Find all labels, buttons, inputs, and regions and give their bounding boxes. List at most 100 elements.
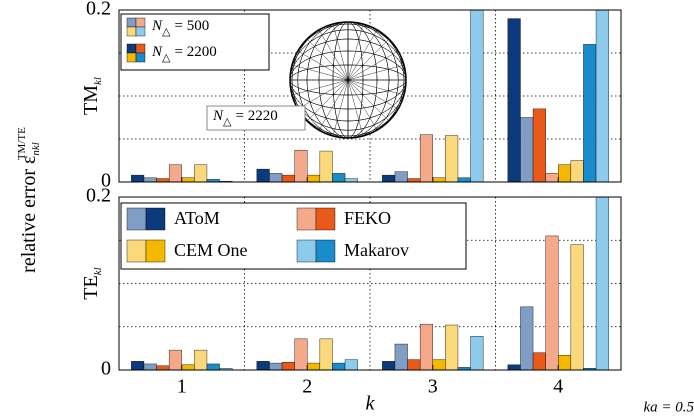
bar [157, 179, 170, 182]
bar [546, 236, 559, 370]
sphere-label-text: = 2220 [235, 108, 277, 124]
bar [558, 165, 571, 182]
bar [408, 360, 421, 370]
bar [295, 150, 308, 182]
legend-label: Makarov [344, 240, 409, 260]
bar [320, 151, 333, 182]
bar [144, 364, 157, 370]
sphere-mesh [290, 22, 406, 138]
legend-swatch [127, 44, 136, 53]
legend-swatch [316, 240, 335, 262]
bar [382, 361, 395, 370]
bar [533, 353, 546, 370]
bar [269, 173, 282, 182]
bar [307, 175, 320, 182]
bar [471, 0, 484, 182]
legend-swatch [316, 208, 335, 230]
bar [131, 175, 144, 182]
bar [533, 109, 546, 182]
panel-label-sub: kl [92, 267, 104, 275]
bar [144, 178, 157, 182]
bar [583, 44, 596, 182]
legend-swatch [136, 53, 145, 62]
panel-label-sub: kl [92, 77, 104, 85]
chart: relative error εnklTM/TE k ka = 0.5 0 0.2… [0, 0, 694, 417]
bar [395, 172, 408, 182]
y-tick-label: 0 [101, 358, 111, 380]
legend-swatch [146, 240, 165, 262]
bar [345, 179, 358, 182]
x-axis-label: k [366, 393, 376, 415]
bar [320, 339, 333, 370]
legend-label-text: = 500 [174, 18, 209, 34]
bar [520, 118, 533, 183]
bar [458, 178, 471, 182]
sphere-label-sub: △ [223, 116, 232, 128]
y-tick-label: 0.2 [86, 0, 111, 20]
annotation: ka = 0.5 [643, 399, 694, 415]
bar [131, 361, 144, 370]
bar [433, 360, 446, 370]
bar [157, 366, 170, 370]
legend-label-sub: △ [162, 52, 171, 64]
legend-swatch [127, 18, 136, 27]
bar [332, 173, 345, 182]
bar [445, 325, 458, 370]
panel-label-text: TM [80, 85, 102, 115]
legend-swatch [127, 208, 146, 230]
x-tick-label: 2 [302, 376, 312, 398]
y-tick-label: 0.2 [86, 185, 111, 207]
bar [295, 339, 308, 370]
bar [169, 350, 182, 370]
legend-swatch [136, 18, 145, 27]
bar [307, 363, 320, 370]
legend-swatch [136, 27, 145, 36]
legend-swatch [127, 27, 136, 36]
x-tick-label: 3 [428, 376, 438, 398]
bar [169, 165, 182, 182]
bar [257, 361, 270, 370]
y-axis-label: relative error εnklTM/TE [16, 127, 42, 273]
bar [508, 365, 521, 370]
bar [433, 178, 446, 182]
bar [596, 0, 609, 182]
legend-swatch [127, 53, 136, 62]
legend-label-sub: △ [162, 26, 171, 38]
x-tick-label: 4 [553, 376, 563, 398]
x-tick-label: 1 [177, 376, 187, 398]
legend-swatch [127, 240, 146, 262]
bar [382, 175, 395, 182]
bar [182, 178, 195, 182]
legend-swatch [146, 208, 165, 230]
bar [345, 360, 358, 370]
bar [520, 307, 533, 370]
bar [269, 363, 282, 370]
bar [471, 336, 484, 370]
legend-label: CEM One [174, 240, 248, 260]
legend-swatch [297, 240, 316, 262]
panel-label: TEkl [80, 267, 104, 299]
bar [194, 350, 207, 370]
bar [194, 165, 207, 182]
bar [571, 245, 584, 370]
panel-label: TMkl [80, 77, 104, 115]
legend-box [121, 203, 466, 269]
bar [408, 179, 421, 182]
bar [332, 363, 345, 370]
legend-label: AToM [174, 208, 220, 228]
bar [571, 161, 584, 183]
bar [596, 154, 609, 370]
bar [395, 344, 408, 370]
bar [508, 19, 521, 182]
bar [257, 169, 270, 182]
legend-swatch [297, 208, 316, 230]
bar [182, 365, 195, 370]
bar [282, 362, 295, 370]
bar [207, 364, 220, 370]
legend-swatch [136, 44, 145, 53]
bar [282, 175, 295, 182]
bar [420, 135, 433, 182]
bar [546, 173, 559, 182]
bar [445, 136, 458, 182]
legend-label-text: = 2200 [174, 44, 216, 60]
